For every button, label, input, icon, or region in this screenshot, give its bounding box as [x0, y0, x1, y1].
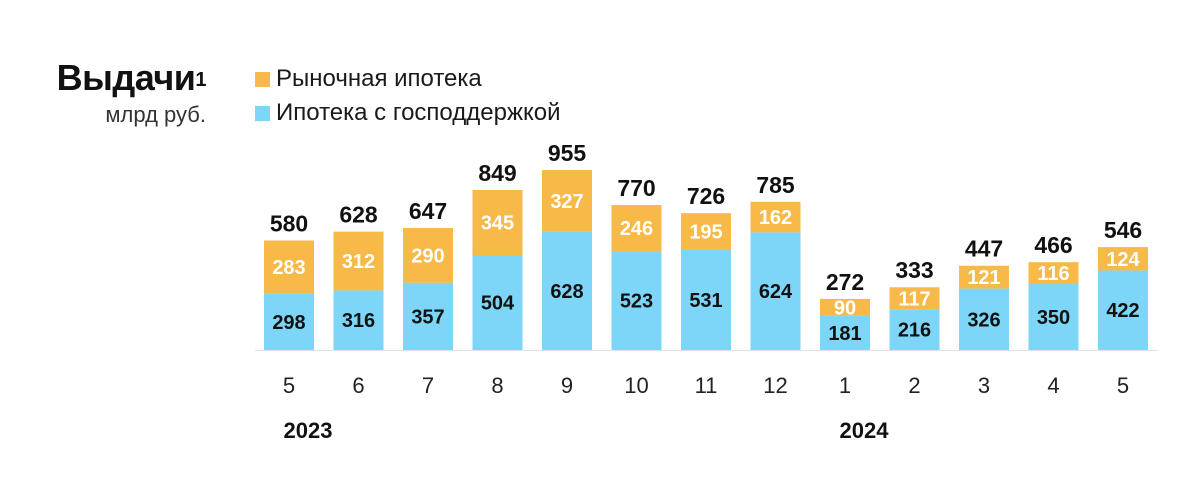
bar-value-label-market: 290	[411, 245, 444, 267]
bar-value-label-state: 628	[550, 281, 583, 303]
bar-segment-market	[472, 189, 523, 256]
legend-swatch-state	[255, 105, 270, 121]
year-label: 2023	[284, 418, 333, 443]
bar-value-label-market: 90	[834, 297, 856, 319]
bar-value-label-market: 283	[272, 257, 305, 279]
bar-segment-state	[333, 290, 384, 350]
legend: Рыночная ипотека Ипотека с господдержкой	[255, 62, 561, 130]
bar-value-label-state: 316	[342, 310, 375, 332]
bar-value-label-market: 246	[620, 218, 653, 240]
bar-value-label-market: 312	[342, 251, 375, 273]
chart-unit: млрд руб.	[105, 102, 206, 127]
bar-value-label-market: 117	[898, 288, 930, 310]
bar-total-label: 333	[895, 257, 933, 283]
bar-total-label: 628	[339, 202, 378, 228]
bar-segment-state	[1028, 284, 1079, 350]
bar-segment-state	[1098, 270, 1148, 350]
bar-segment-market	[681, 213, 731, 250]
bar-total-label: 726	[687, 183, 725, 209]
legend-item-state: Ипотека с господдержкой	[255, 96, 561, 130]
bar-segment-state	[264, 293, 314, 350]
bar-value-label-state: 350	[1037, 307, 1070, 329]
bar-segment-state	[472, 255, 523, 350]
bar-value-label-market: 162	[759, 207, 792, 229]
bar-total-label: 955	[548, 140, 587, 166]
x-tick-label: 11	[695, 373, 718, 398]
bar-segment-state	[889, 309, 940, 350]
bar-segment-market	[611, 205, 662, 252]
bar-segment-market	[1098, 247, 1148, 271]
bar-value-label-state: 422	[1106, 300, 1139, 322]
bar-segment-state	[820, 315, 870, 350]
bar-value-label-market: 327	[550, 191, 583, 213]
bar-total-label: 785	[756, 172, 795, 198]
x-tick-label: 10	[624, 373, 648, 398]
x-tick-label: 9	[561, 373, 573, 398]
legend-label-state: Ипотека с господдержкой	[276, 99, 561, 126]
bar-segment-state	[403, 282, 453, 350]
bar-value-label-state: 326	[967, 309, 1000, 331]
bar-value-label-market: 195	[689, 222, 722, 244]
bar-value-label-state: 504	[481, 293, 515, 315]
bar-total-label: 546	[1104, 217, 1142, 243]
bar-segment-market	[750, 201, 801, 233]
bar-total-label: 647	[409, 198, 447, 224]
bar-segment-market	[889, 287, 940, 310]
legend-swatch-market	[255, 71, 270, 87]
bar-segment-market	[333, 231, 384, 291]
bar-value-label-state: 624	[759, 281, 793, 303]
x-tick-label: 5	[283, 373, 295, 398]
bar-total-label: 580	[270, 210, 308, 236]
x-tick-label: 1	[839, 373, 851, 398]
year-label: 2024	[840, 418, 890, 443]
x-tick-label: 4	[1047, 373, 1059, 398]
x-tick-label: 6	[352, 373, 364, 398]
bar-segment-state	[542, 231, 592, 350]
bar-segment-state	[611, 251, 662, 350]
chart-title: Выдачи1	[56, 57, 207, 98]
bar-total-label: 849	[478, 160, 516, 186]
bar-value-label-state: 357	[411, 306, 444, 328]
title-block: Выдачи1 млрд руб.	[40, 56, 207, 128]
bar-value-label-market: 121	[967, 267, 1000, 289]
x-tick-label: 2	[908, 373, 920, 398]
x-tick-label: 3	[978, 373, 990, 398]
bar-value-label-state: 531	[689, 290, 722, 312]
legend-item-market: Рыночная ипотека	[255, 62, 561, 96]
x-tick-label: 7	[422, 373, 434, 398]
bar-total-label: 447	[965, 236, 1003, 262]
bar-segment-state	[959, 288, 1009, 350]
bar-value-label-state: 216	[898, 320, 931, 342]
bar-segment-state	[750, 232, 801, 350]
bar-value-label-state: 523	[620, 291, 653, 313]
bar-value-label-state: 298	[272, 312, 305, 334]
x-tick-label: 8	[491, 373, 503, 398]
bar-segment-market	[959, 265, 1009, 289]
bar-value-label-state: 181	[828, 323, 861, 345]
bar-segment-market	[403, 228, 453, 283]
bar-value-label-market: 124	[1106, 249, 1140, 271]
legend-label-market: Рыночная ипотека	[276, 65, 482, 92]
bar-segment-market	[820, 298, 870, 316]
bar-value-label-market: 116	[1037, 263, 1069, 285]
bar-total-label: 770	[617, 175, 655, 201]
bar-value-label-market: 345	[481, 212, 514, 234]
bar-segment-market	[542, 170, 592, 232]
title-footnote-marker: 1	[195, 69, 206, 91]
bar-segment-market	[264, 240, 314, 294]
bar-segment-state	[681, 249, 731, 350]
bar-total-label: 272	[826, 269, 864, 295]
bar-segment-market	[1028, 262, 1079, 285]
x-tick-label: 5	[1117, 373, 1129, 398]
x-tick-label: 12	[763, 373, 787, 398]
bar-total-label: 466	[1034, 232, 1072, 258]
